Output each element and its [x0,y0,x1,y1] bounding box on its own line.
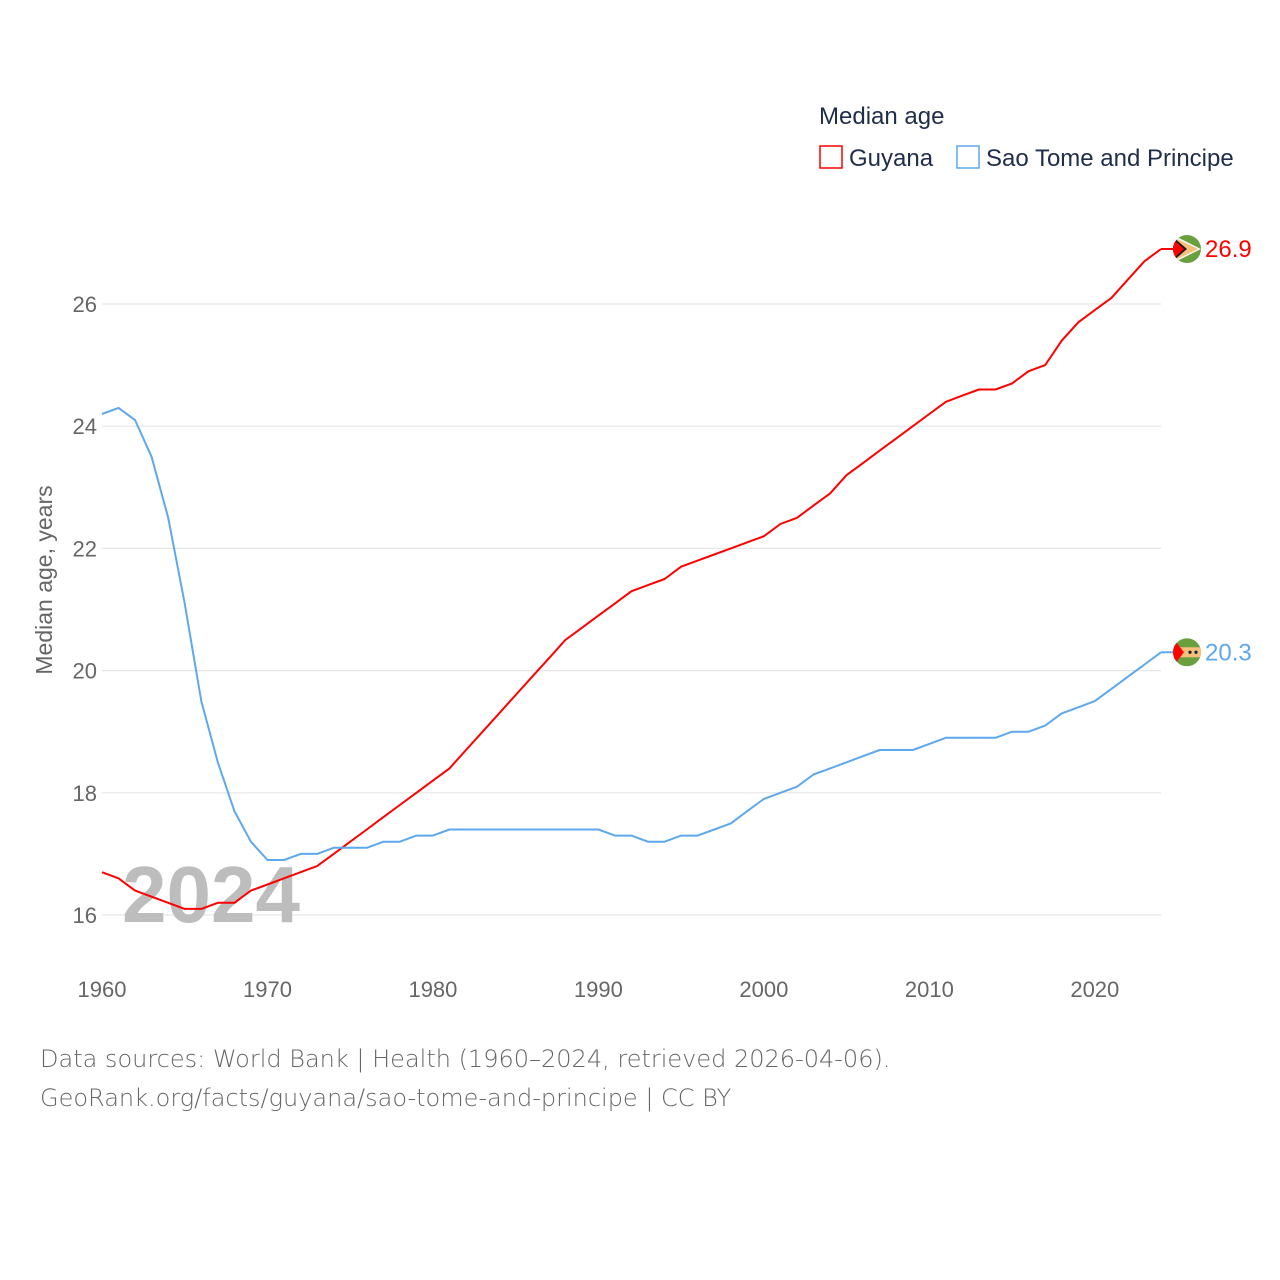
y-tick-label: 22 [73,536,97,561]
legend-swatch-guyana[interactable] [819,145,843,169]
series-line-sao-tome-and-principe [101,406,1162,861]
x-axis-ticks: 1960 1970 1980 1990 2000 2010 2020 [78,977,1120,1002]
x-tick-label: 1970 [243,977,292,1002]
series-lines [101,248,1162,910]
legend-label-stp[interactable]: Sao Tome and Principe [986,145,1234,172]
year-watermark: 2024 [122,850,300,939]
x-tick-label: 1980 [408,977,457,1002]
end-value-label: 26.9 [1205,236,1252,263]
sao-tome-flag-icon [1173,638,1201,667]
legend: Median age Guyana Sao Tome and Principe [819,103,1234,172]
y-tick-label: 16 [73,903,97,928]
footer-link[interactable]: GeoRank.org/facts/guyana/sao-tome-and-pr… [40,1084,732,1112]
series-end-markers: 26.9 20.3 [1161,235,1252,667]
y-axis-label: Median age, years [31,485,57,674]
x-tick-label: 1960 [78,977,127,1002]
x-tick-label: 2010 [905,977,954,1002]
y-tick-label: 26 [73,292,97,317]
legend-swatch-stp[interactable] [956,145,980,169]
x-tick-label: 2020 [1070,977,1119,1002]
x-tick-label: 2000 [739,977,788,1002]
end-value-label: 20.3 [1205,639,1252,666]
series-line-guyana [101,248,1162,910]
legend-label-guyana[interactable]: Guyana [849,145,934,172]
x-tick-label: 1990 [574,977,623,1002]
y-tick-label: 20 [73,659,97,684]
gridlines [102,303,1161,916]
legend-title: Median age [819,103,944,130]
footer-sources: Data sources: World Bank | Health (1960–… [40,1045,891,1073]
guyana-flag-icon [1173,235,1201,264]
y-tick-label: 18 [73,781,97,806]
y-axis-ticks: 16 18 20 22 24 26 [73,292,97,928]
y-tick-label: 24 [73,414,97,439]
